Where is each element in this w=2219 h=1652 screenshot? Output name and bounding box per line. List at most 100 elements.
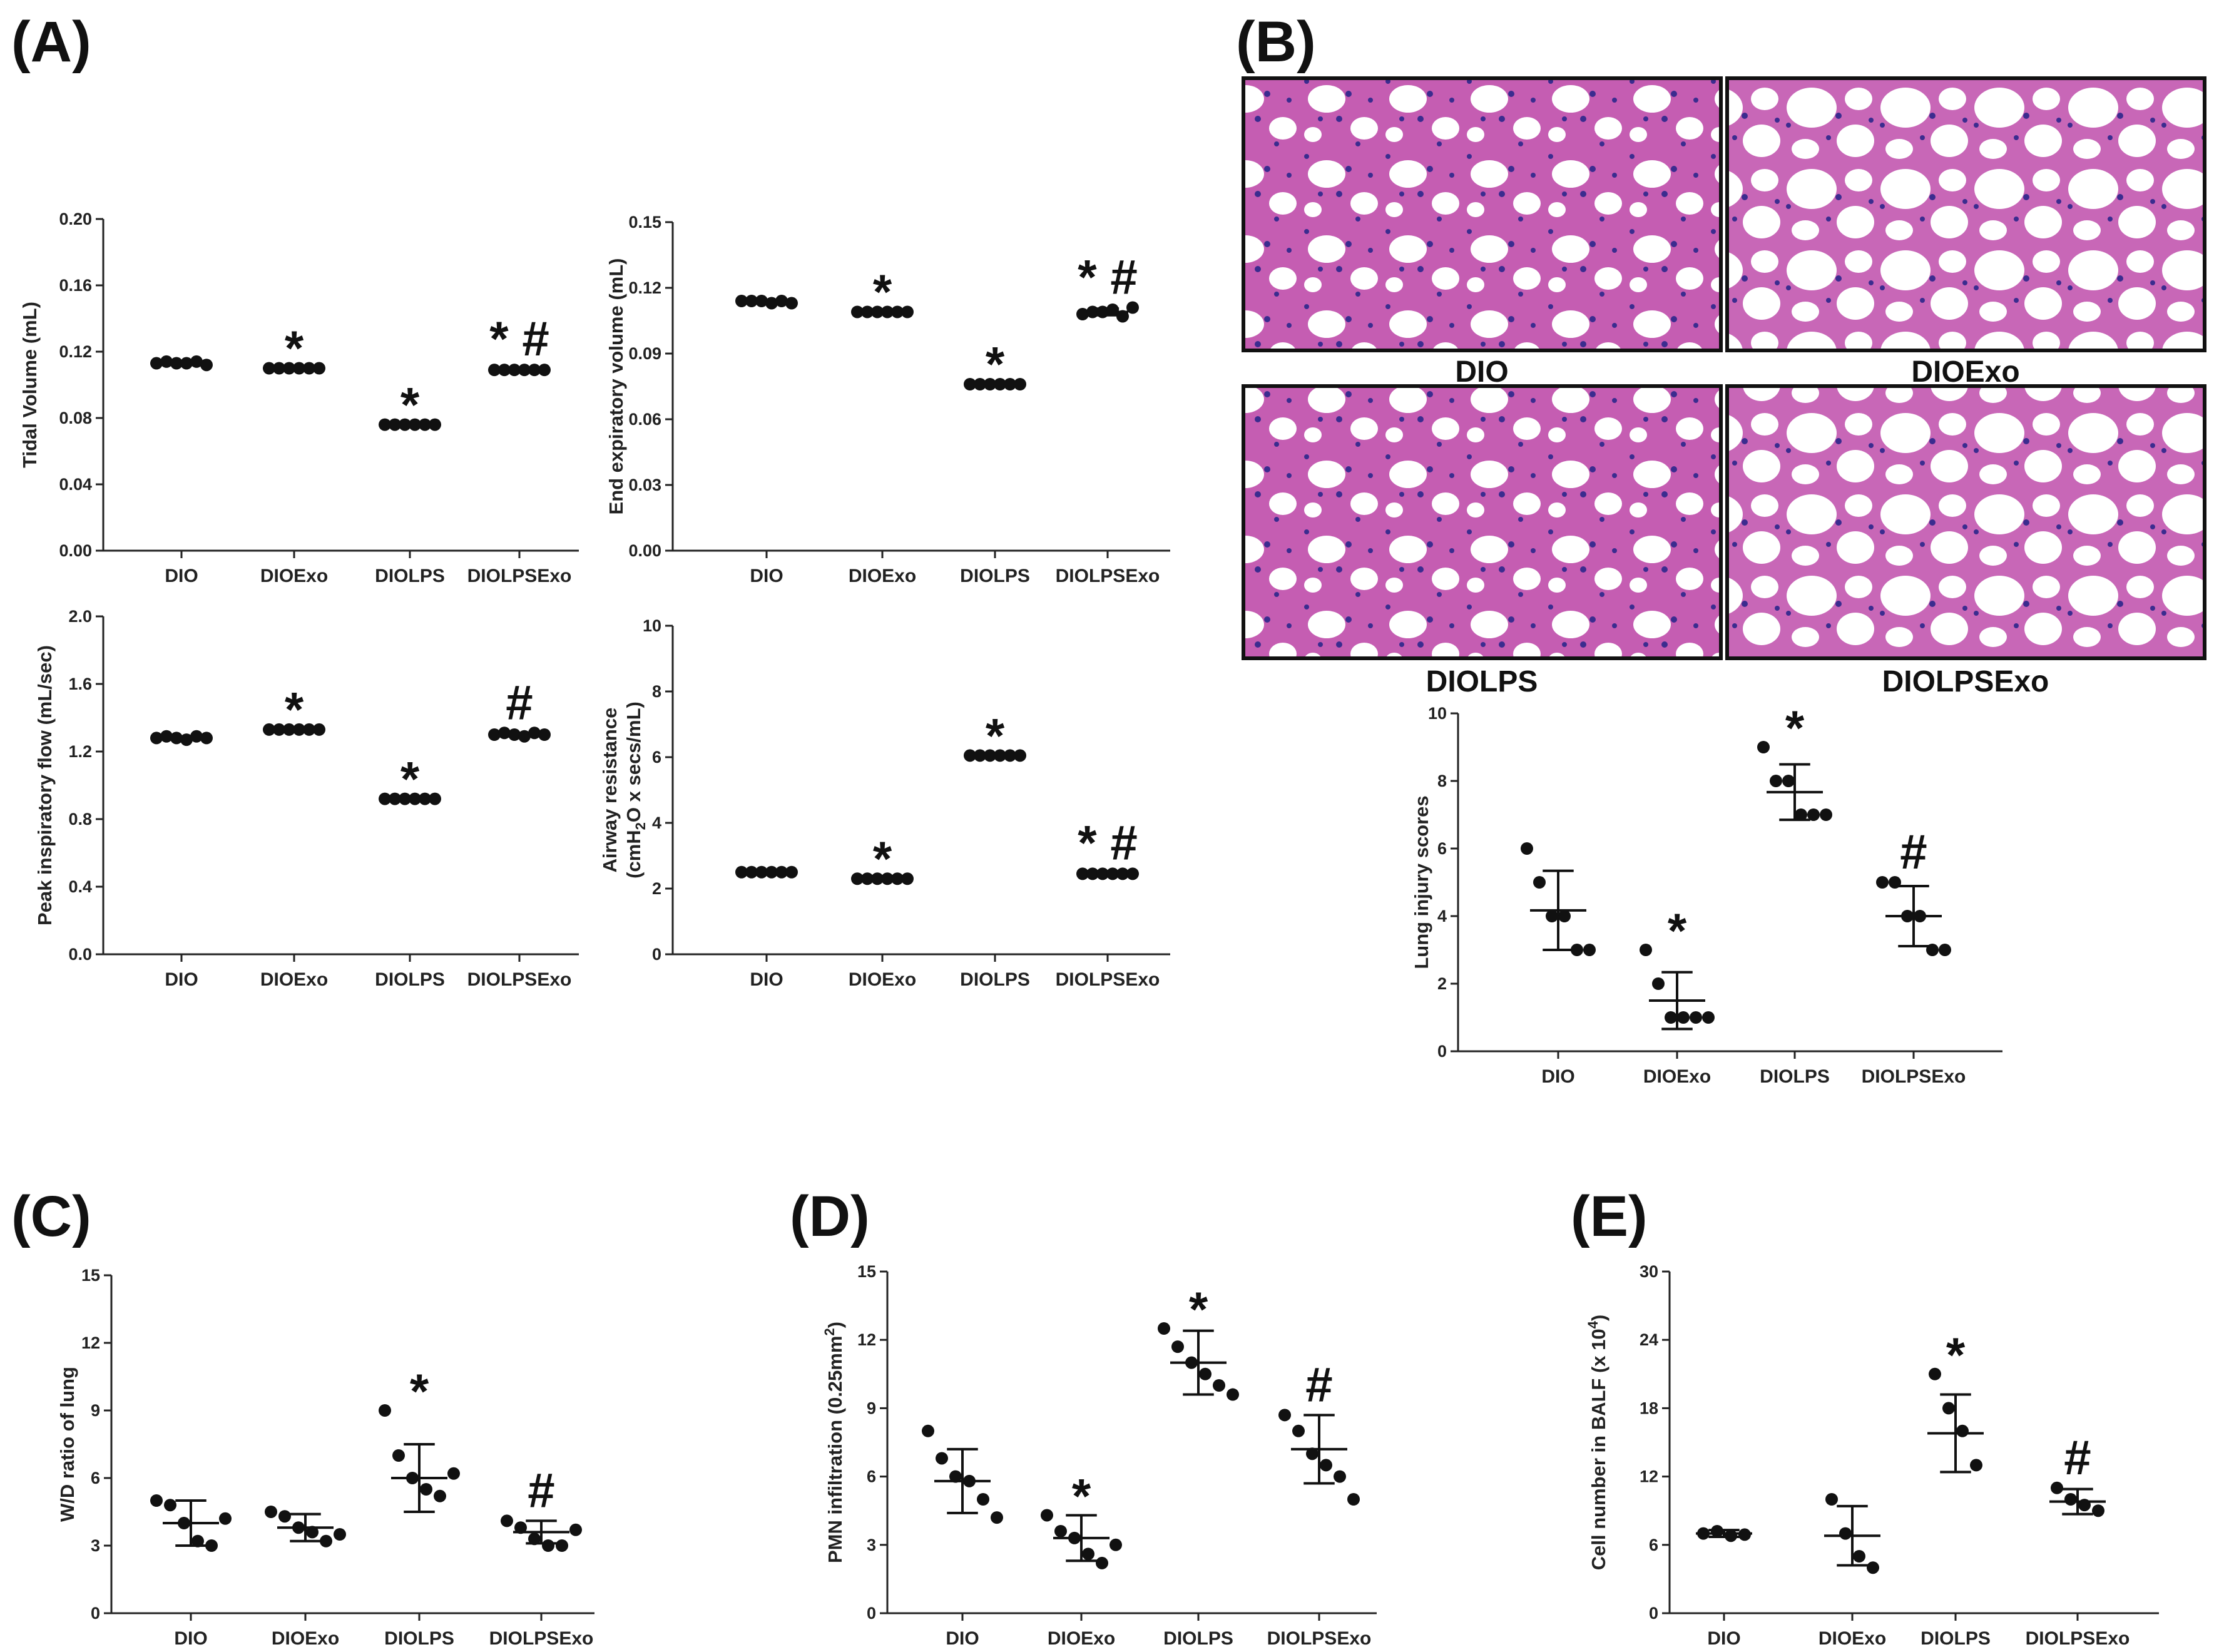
data-point [1158, 1322, 1170, 1335]
x-tick-label: DIO [165, 566, 198, 586]
data-point [1942, 1402, 1955, 1415]
data-point [434, 1489, 446, 1502]
significance-mark: * [400, 751, 420, 806]
data-point [488, 364, 501, 377]
y-tick-label: 8 [652, 682, 661, 701]
data-point [1004, 749, 1016, 762]
significance-mark: * [1668, 903, 1687, 958]
y-axis-label: Airway resistance [599, 708, 621, 873]
data-point [964, 378, 976, 390]
data-point [1347, 1493, 1360, 1506]
x-tick-label: DIO [946, 1628, 979, 1649]
x-tick-label: DIO [750, 969, 783, 990]
chart-lung-injury-scores: 0 2 4 6 8 10 DIO DIOExo DIOLPS DIOLPSExo Lung inju… [1410, 700, 2002, 1087]
data-point [861, 305, 874, 319]
data-point [420, 1483, 432, 1496]
y-tick-label: 15 [81, 1266, 100, 1285]
significance-mark: * [285, 320, 304, 375]
panel-label-d: (D) [790, 1185, 870, 1248]
panel-label-a: (A) [11, 10, 91, 74]
data-point [219, 1512, 232, 1525]
significance-mark: * # [1078, 815, 1137, 870]
histology-label-dioexo: DIOExo [1911, 355, 2019, 389]
x-tick-label: DIO [750, 566, 783, 586]
data-point [994, 378, 1006, 390]
data-point [205, 1539, 218, 1552]
panel-label-e: (E) [1571, 1185, 1648, 1248]
data-point [508, 364, 521, 377]
y-tick-label: 0.12 [628, 278, 661, 297]
y-tick-label: 0.04 [59, 475, 92, 494]
y-tick-label: 4 [1437, 907, 1447, 925]
data-point [1665, 1011, 1677, 1024]
data-point [2064, 1493, 2077, 1506]
data-point [283, 723, 295, 736]
y-tick-label: 0.12 [59, 342, 92, 361]
y-tick-label: 0.20 [59, 210, 92, 228]
data-point [745, 865, 758, 879]
data-point [1306, 1447, 1319, 1461]
data-point [901, 305, 914, 319]
y-tick-label: 8 [1437, 772, 1447, 790]
data-point [881, 872, 894, 885]
y-tick-label: 10 [1428, 704, 1447, 723]
histology-label-diolps: DIOLPS [1426, 665, 1538, 698]
y-axis-label: Lung injury scores [1410, 795, 1432, 969]
data-point [1004, 378, 1016, 390]
data-point [922, 1424, 934, 1437]
data-point [881, 305, 894, 319]
y-tick-label: 3 [91, 1536, 100, 1555]
data-point [538, 728, 551, 741]
y-tick-label: 10 [643, 616, 661, 635]
data-point [775, 865, 788, 879]
y-tick-label: 0.8 [68, 810, 92, 829]
histology-image-dio [1242, 76, 1723, 352]
chart-wd-ratio: 0 3 6 9 12 15 DIO DIOExo DIOLPS DIOLPSExo W/D rati… [56, 1266, 594, 1649]
data-point [528, 727, 541, 740]
data-point [528, 1532, 541, 1546]
y-tick-label: 6 [1649, 1536, 1658, 1554]
data-point [180, 357, 193, 370]
data-point [160, 730, 173, 743]
data-point [1690, 1011, 1702, 1024]
significance-mark: # [1900, 824, 1927, 879]
y-tick-label: 0.08 [59, 409, 92, 427]
data-point [901, 872, 914, 885]
x-tick-label: DIOLPS [1921, 1628, 1991, 1649]
data-point [263, 723, 275, 736]
data-point [278, 1510, 291, 1523]
data-point [775, 295, 788, 307]
y-axis-label: W/D ratio of lung [56, 1367, 78, 1522]
data-point [379, 1404, 391, 1417]
data-point [306, 1526, 319, 1539]
y-tick-label: 0.00 [628, 541, 661, 560]
data-point [1782, 775, 1795, 787]
significance-mark: * [986, 708, 1005, 763]
data-point [1533, 876, 1546, 889]
data-point [1697, 1527, 1710, 1540]
data-point [429, 418, 441, 431]
data-point [1558, 910, 1571, 922]
x-tick-label: DIOExo [849, 969, 916, 990]
data-point [1867, 1561, 1879, 1574]
data-point [1171, 1340, 1184, 1354]
y-tick-label: 2 [1437, 974, 1447, 993]
data-point [538, 364, 551, 377]
y-axis-label: Cell number in BALF (x 104) [1585, 1315, 1609, 1570]
x-tick-label: DIOExo [260, 969, 328, 990]
data-point [1334, 1470, 1346, 1483]
y-tick-label: 0.15 [628, 213, 661, 232]
data-point [891, 872, 904, 885]
data-point [861, 872, 874, 885]
y-tick-label: 0 [1437, 1042, 1447, 1061]
data-point [273, 723, 285, 736]
data-point [1185, 1356, 1198, 1369]
x-tick-label: DIO [165, 969, 198, 990]
data-point [556, 1539, 568, 1552]
data-point [1086, 867, 1099, 880]
y-tick-label: 1.6 [68, 675, 92, 693]
data-point [1054, 1524, 1067, 1537]
y-tick-label: 12 [81, 1333, 100, 1352]
data-point [1199, 1367, 1212, 1380]
